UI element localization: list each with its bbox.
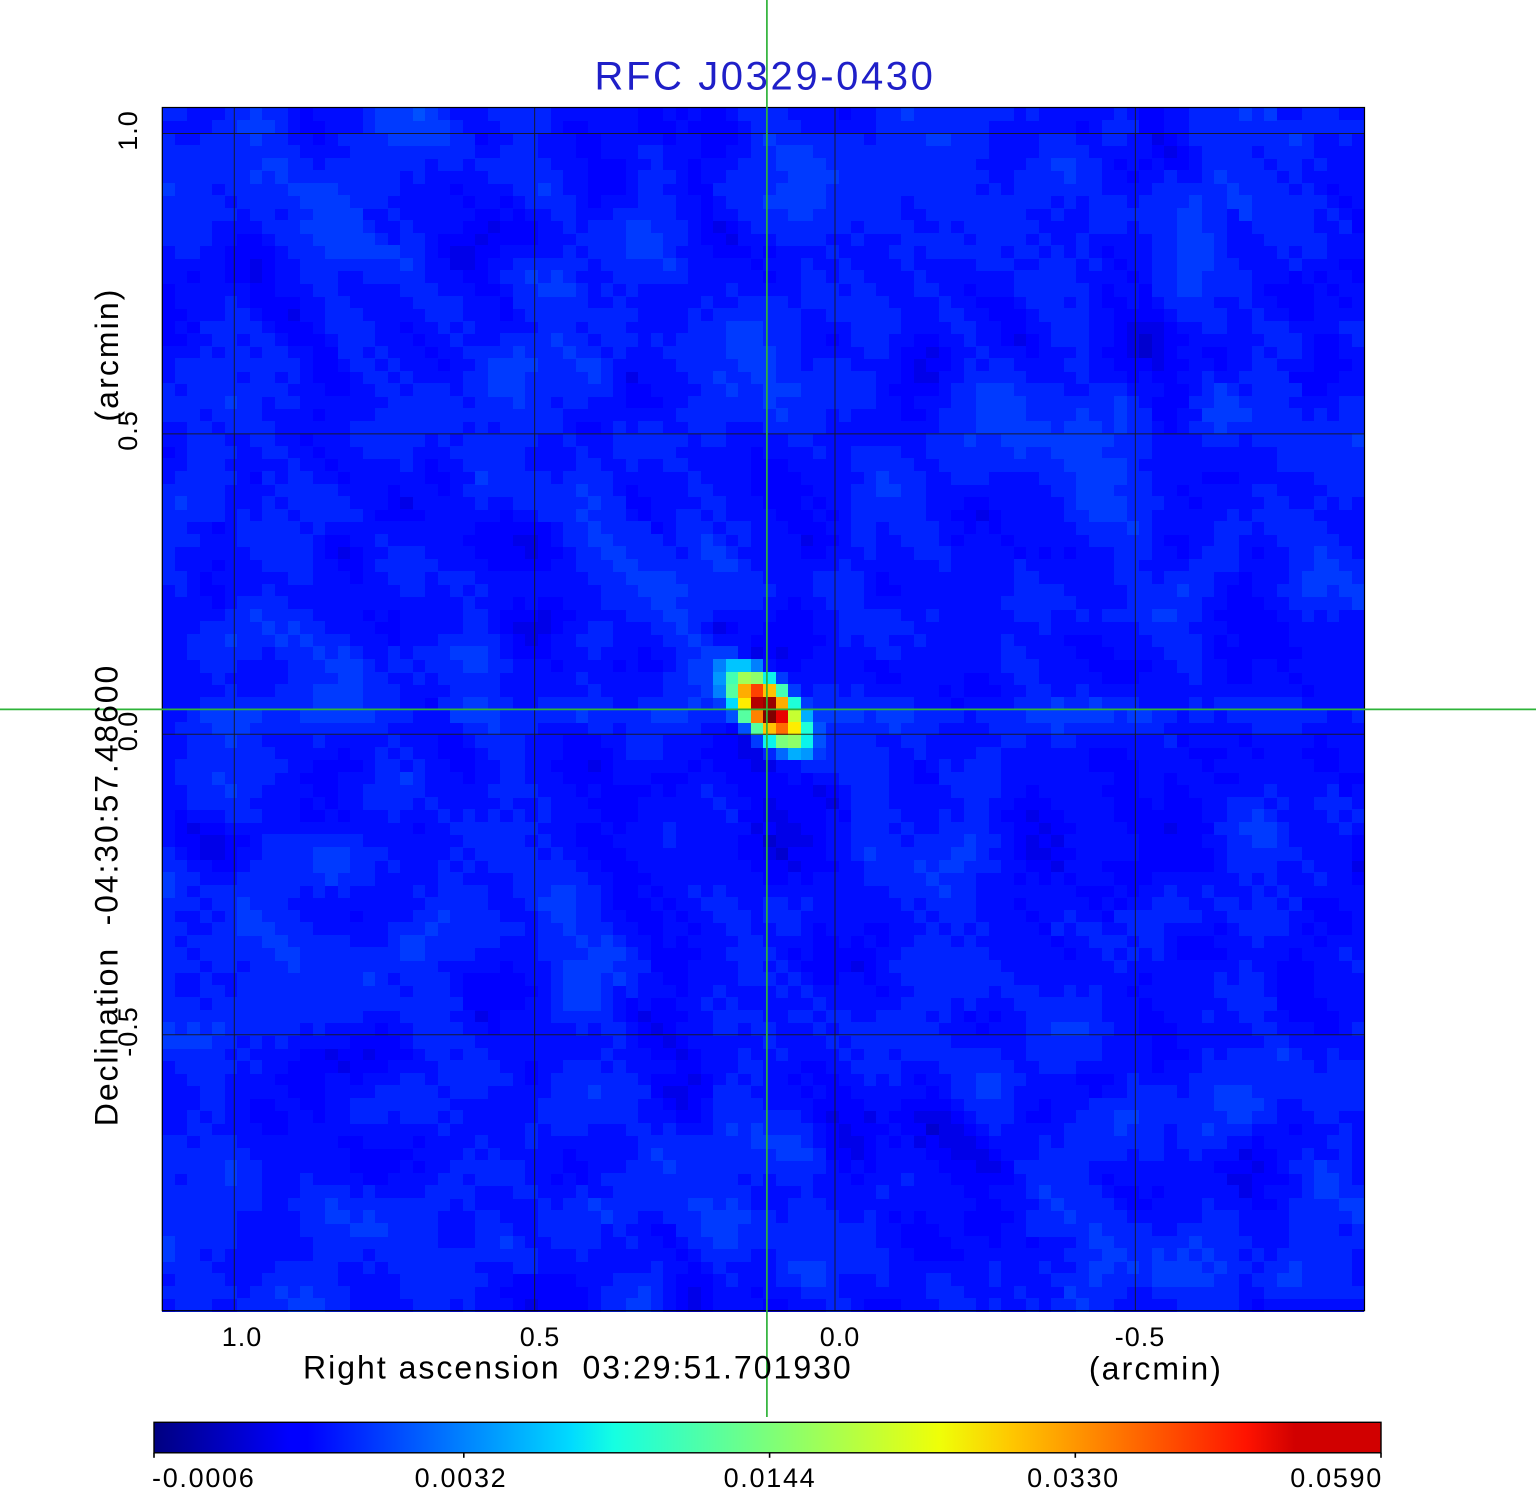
svg-text:1.0: 1.0: [113, 110, 143, 151]
svg-text:0.0330: 0.0330: [1027, 1463, 1120, 1493]
svg-text:0.5: 0.5: [520, 1322, 561, 1352]
svg-text:0.0590: 0.0590: [1290, 1463, 1383, 1493]
svg-text:Declination -04:30:57.48600: Declination -04:30:57.48600: [89, 664, 125, 1126]
svg-text:0.0032: 0.0032: [415, 1463, 508, 1493]
svg-text:0.0144: 0.0144: [724, 1463, 817, 1493]
svg-text:-0.5: -0.5: [1115, 1322, 1166, 1352]
svg-text:0.0: 0.0: [113, 711, 143, 752]
svg-text:(arcmin): (arcmin): [89, 287, 125, 421]
svg-text:(arcmin): (arcmin): [1089, 1351, 1223, 1387]
svg-text:0.5: 0.5: [113, 410, 143, 451]
svg-text:Right ascension 03:29:51.7019: Right ascension 03:29:51.701930: [303, 1350, 853, 1386]
svg-text:0.0: 0.0: [820, 1322, 861, 1352]
svg-text:1.0: 1.0: [222, 1322, 263, 1352]
svg-text:-0.5: -0.5: [113, 1006, 143, 1057]
svg-text:RFC J0329-0430: RFC J0329-0430: [594, 55, 935, 99]
svg-text:-0.0006: -0.0006: [152, 1463, 255, 1493]
